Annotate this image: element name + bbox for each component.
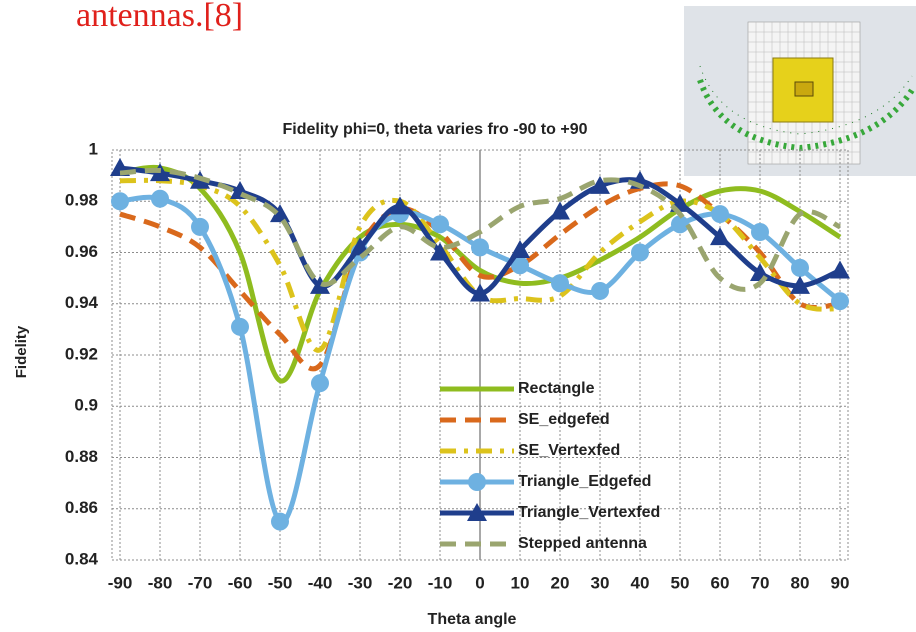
point <box>471 238 489 256</box>
point <box>591 282 609 300</box>
point <box>151 190 169 208</box>
y-tick-label: 0.92 <box>65 344 98 363</box>
feed <box>795 82 813 96</box>
x-tick-label: -90 <box>108 573 133 592</box>
x-tick-label: 30 <box>591 573 610 592</box>
x-tick-label: 90 <box>831 573 850 592</box>
y-tick-label: 0.96 <box>65 242 98 261</box>
point <box>830 260 850 278</box>
y-tick-label: 0.84 <box>65 549 99 568</box>
legend-marker <box>468 473 486 491</box>
x-tick-label: -50 <box>268 573 293 592</box>
point <box>791 259 809 277</box>
x-tick-label: -30 <box>348 573 373 592</box>
point <box>271 513 289 531</box>
y-tick-label: 1 <box>89 139 98 158</box>
legend-label: Stepped antenna <box>518 535 647 552</box>
x-tick-label: 10 <box>511 573 530 592</box>
point <box>631 244 649 262</box>
x-tick-label: -40 <box>308 573 333 592</box>
x-tick-label: 50 <box>671 573 690 592</box>
legend-label: SE_edgefed <box>518 411 610 428</box>
point <box>311 374 329 392</box>
point <box>831 292 849 310</box>
point <box>431 215 449 233</box>
legend-label: Rectangle <box>518 380 595 397</box>
x-tick-label: -80 <box>148 573 173 592</box>
point <box>111 192 129 210</box>
x-tick-label: 70 <box>751 573 770 592</box>
legend-label: Triangle_Edgefed <box>518 473 651 490</box>
legend-label: Triangle_Vertexfed <box>518 504 660 521</box>
legend-label: SE_Vertexfed <box>518 442 620 459</box>
x-tick-label: -20 <box>388 573 413 592</box>
x-tick-label: -10 <box>428 573 453 592</box>
y-axis-title: Fidelity <box>13 325 30 378</box>
chart: antennas.[8] Fidelity phi=0, theta varie… <box>0 0 916 632</box>
x-tick-label: 0 <box>475 573 484 592</box>
chart-title: Fidelity phi=0, theta varies fro -90 to … <box>283 121 588 138</box>
x-axis-title: Theta angle <box>428 611 517 628</box>
point <box>751 223 769 241</box>
x-tick-label: 40 <box>631 573 650 592</box>
x-tick-label: -60 <box>228 573 253 592</box>
point <box>191 218 209 236</box>
point <box>231 318 249 336</box>
x-tick-label: 80 <box>791 573 810 592</box>
point <box>551 274 569 292</box>
y-tick-label: 0.9 <box>74 396 98 415</box>
y-tick-label: 0.98 <box>65 191 98 210</box>
caption: antennas.[8] <box>76 0 243 34</box>
y-tick-label: 0.94 <box>65 293 99 312</box>
x-tick-label: 60 <box>711 573 730 592</box>
y-tick-label: 0.88 <box>65 447 98 466</box>
y-tick-label: 0.86 <box>65 498 98 517</box>
point <box>711 205 729 223</box>
page: {"caption": "antennas.[8]", "chart_data"… <box>0 0 916 632</box>
x-tick-label: -70 <box>188 573 213 592</box>
x-tick-label: 20 <box>551 573 570 592</box>
